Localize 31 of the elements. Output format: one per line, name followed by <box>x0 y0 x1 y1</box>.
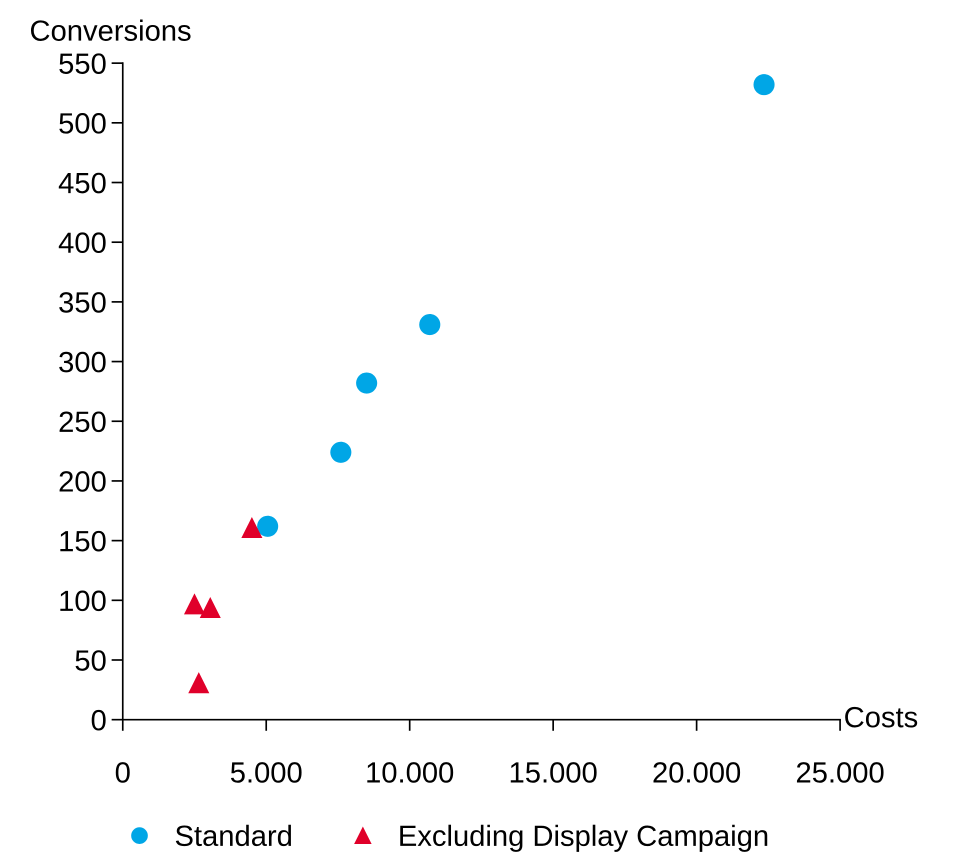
y-axis-title: Conversions <box>30 20 191 41</box>
point <box>184 593 206 614</box>
x-tick-label: 20.000 <box>653 762 740 783</box>
y-tick-label: 500 <box>59 113 106 134</box>
y-tick-label: 550 <box>59 53 106 74</box>
point <box>241 516 262 538</box>
point <box>330 442 352 463</box>
point <box>419 314 440 336</box>
y-tick-label: 100 <box>60 590 106 612</box>
y-tick-label: 50 <box>76 650 106 671</box>
legend-label: Excluding Display Campaign <box>400 824 768 852</box>
x-tick-label: 15.000 <box>510 762 597 783</box>
point <box>754 74 775 96</box>
point <box>257 516 278 537</box>
y-tick-label: 200 <box>60 471 106 492</box>
y-tick-label: 300 <box>59 352 106 372</box>
x-tick-label: 0 <box>116 762 130 783</box>
y-tick-label: 250 <box>60 411 106 432</box>
y-tick-label: 0 <box>92 710 106 731</box>
y-tick-label: 350 <box>59 292 106 313</box>
x-tick-label: 25.000 <box>796 762 884 783</box>
x-tick-label: 10.000 <box>367 762 454 783</box>
legend-label: Standard <box>176 824 291 846</box>
point <box>356 372 378 394</box>
point <box>188 672 210 694</box>
x-axis-title: Costs <box>845 706 918 728</box>
y-tick-label: 450 <box>58 172 106 194</box>
point <box>200 596 221 618</box>
y-tick-label: 400 <box>58 232 106 254</box>
y-tick-label: 150 <box>60 530 106 552</box>
x-tick-label: 5.000 <box>230 762 302 783</box>
